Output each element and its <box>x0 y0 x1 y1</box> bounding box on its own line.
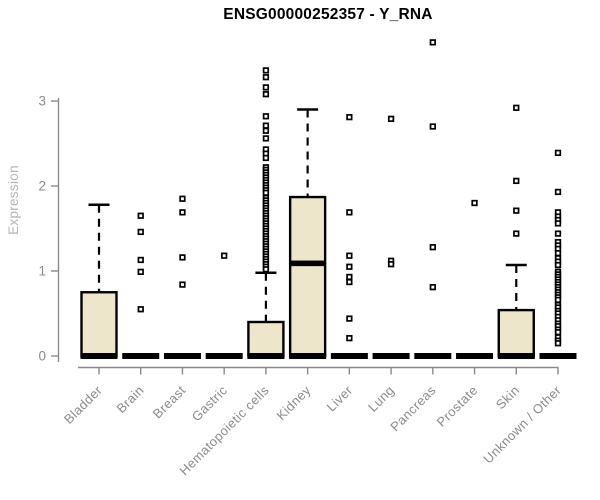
outlier-point <box>137 228 144 236</box>
zero-bar <box>372 353 410 359</box>
box-group-brain <box>122 212 160 359</box>
outlier-point <box>513 177 520 185</box>
outlier-point <box>179 254 186 261</box>
y-tick-label-3: 3 <box>38 94 46 109</box>
box-group-gastric <box>205 252 243 359</box>
x-tick-label-prostate: Prostate <box>434 383 481 430</box>
outlier-point <box>262 154 270 162</box>
x-tick-label-lung: Lung <box>365 383 397 415</box>
outlier-point <box>262 122 270 129</box>
box-group-liver <box>330 113 368 359</box>
box-group-breast <box>163 195 201 359</box>
outlier-point <box>513 207 520 214</box>
outlier-point <box>346 278 353 286</box>
box-group-pancreas <box>414 39 452 359</box>
x-tick-label-kidney: Kidney <box>273 382 313 422</box>
outlier-point <box>262 266 270 273</box>
box-group-bladder <box>80 203 118 359</box>
y-axis: 0 1 2 3 <box>38 94 60 364</box>
y-tick-label-2: 2 <box>38 179 46 194</box>
y-tick-label-1: 1 <box>38 264 46 279</box>
outlier-point <box>179 195 186 202</box>
outlier-point <box>137 256 144 264</box>
outlier-point <box>554 329 562 336</box>
iqr-box <box>288 195 327 358</box>
iqr-box <box>247 320 285 358</box>
outlier-point <box>262 113 270 120</box>
outlier-point <box>554 188 562 196</box>
outlier-point <box>179 281 186 288</box>
iqr-box <box>80 291 118 358</box>
outlier-point <box>262 84 270 91</box>
outlier-point <box>346 335 353 342</box>
outlier-point <box>554 220 562 227</box>
box-group-kidney <box>288 108 327 359</box>
x-tick-label-liver: Liver <box>324 382 356 414</box>
zero-bar <box>330 353 368 359</box>
zero-bar <box>163 353 201 359</box>
outlier-point <box>513 230 520 237</box>
outlier-point <box>262 127 270 134</box>
outlier-point <box>554 250 562 257</box>
y-tick-label-0: 0 <box>38 349 46 364</box>
zero-bar <box>205 353 243 359</box>
outlier-point <box>346 315 353 322</box>
outlier-point <box>137 306 144 313</box>
outlier-point <box>137 268 144 275</box>
outlier-point <box>137 212 144 219</box>
x-tick-label-gastric: Gastric <box>189 382 231 424</box>
outlier-point <box>262 67 270 74</box>
outlier-point <box>262 189 270 196</box>
chart-title: ENSG00000252357 - Y_RNA <box>223 6 433 23</box>
outlier-point <box>429 123 436 130</box>
outlier-point <box>387 115 395 123</box>
outlier-point <box>221 252 228 259</box>
x-tick-label-bladder: Bladder <box>61 382 105 426</box>
outlier-point <box>429 39 436 46</box>
median-line <box>290 260 326 267</box>
x-tick-label-unknown-other: Unknown / Other <box>480 382 564 466</box>
median-line <box>247 353 285 359</box>
x-tick-label-skin: Skin <box>493 383 523 413</box>
outlier-point <box>429 284 436 291</box>
zero-bar <box>289 353 327 359</box>
outlier-point <box>387 261 395 268</box>
outlier-point <box>346 209 353 216</box>
x-tick-label-pancreas: Pancreas <box>387 382 439 434</box>
outlier-point <box>346 252 353 259</box>
zero-bar <box>456 353 494 359</box>
iqr-box <box>497 308 535 358</box>
outlier-point <box>554 296 562 304</box>
outlier-point <box>554 261 562 269</box>
outlier-point <box>471 199 478 207</box>
outlier-point <box>262 135 270 142</box>
outlier-point <box>554 340 562 347</box>
box-group-prostate <box>456 199 494 359</box>
zero-bar <box>414 353 452 359</box>
outlier-point <box>554 149 562 157</box>
outlier-point <box>346 113 353 121</box>
median-line <box>80 353 118 359</box>
outlier-point <box>262 91 270 98</box>
zero-bar <box>122 353 160 359</box>
outlier-point <box>179 209 186 216</box>
box-group-lung <box>372 115 410 359</box>
x-tick-label-breast: Breast <box>150 383 189 422</box>
box-group-hematopoietic-cells <box>247 67 285 359</box>
zero-bar <box>539 353 577 359</box>
outlier-point <box>513 104 520 111</box>
outlier-point <box>346 273 353 281</box>
box-group-skin <box>497 104 535 359</box>
outlier-point <box>346 263 353 270</box>
outlier-point <box>262 74 270 81</box>
outlier-point <box>554 230 562 237</box>
median-line <box>497 353 535 359</box>
outlier-point <box>429 244 436 251</box>
box-group-unknown-other <box>539 149 577 359</box>
x-tick-label-brain: Brain <box>113 383 146 416</box>
